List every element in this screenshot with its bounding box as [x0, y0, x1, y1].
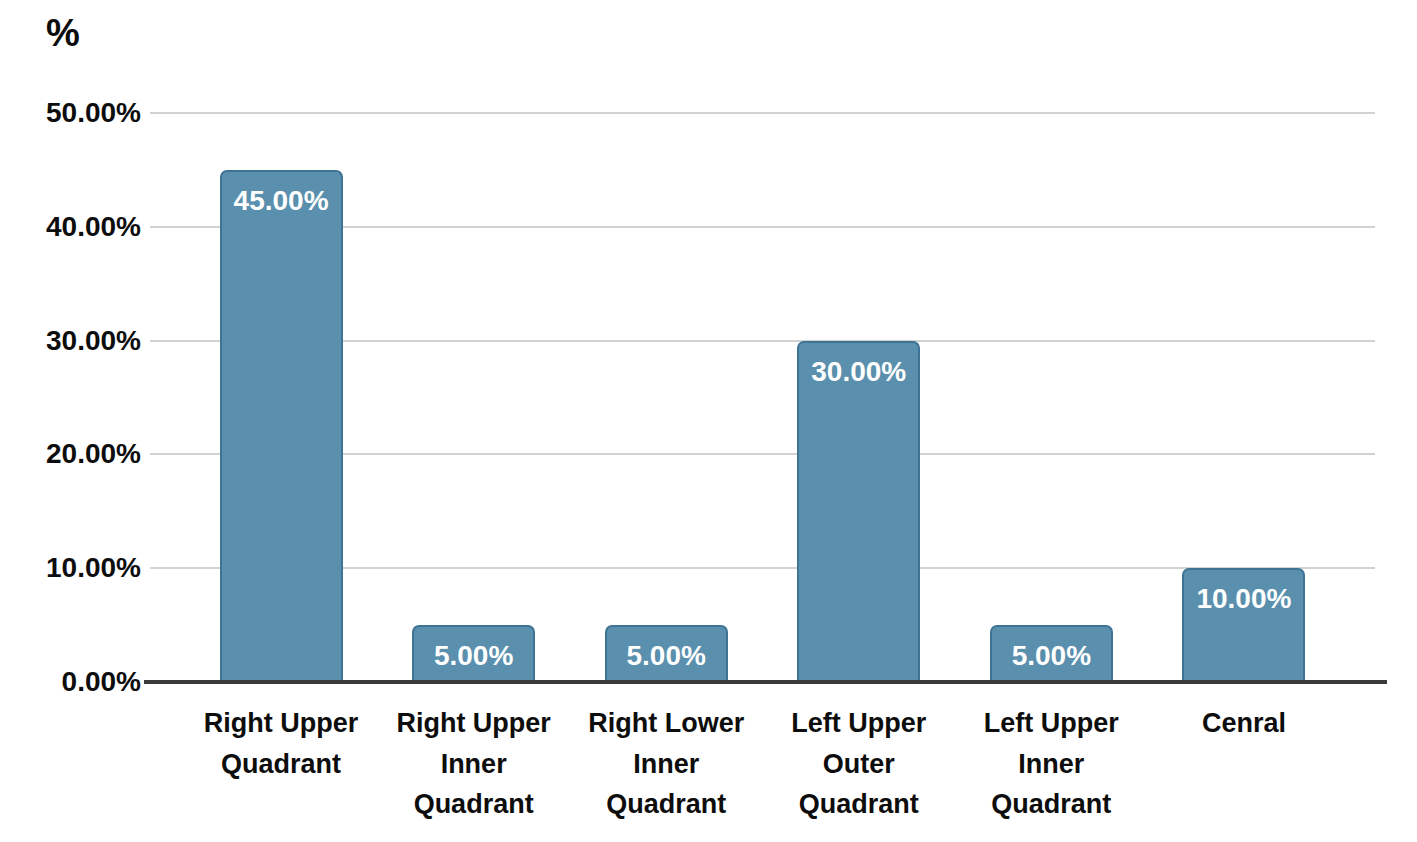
y-axis-tick-label: 20.00%: [0, 437, 141, 470]
bar-data-label: 45.00%: [222, 172, 341, 217]
bar-data-label: 10.00%: [1184, 570, 1303, 615]
category-label: Left UpperOuterQuadrant: [754, 703, 964, 825]
category-label-line: Quadrant: [369, 784, 579, 825]
y-axis-tick-label: 40.00%: [0, 210, 141, 243]
x-axis-line: [144, 680, 1387, 684]
category-label-line: Left Upper: [754, 703, 964, 744]
category-label: Left UpperInnerQuadrant: [946, 703, 1156, 825]
category-label: Right UpperQuadrant: [176, 703, 386, 784]
bar: 5.00%: [412, 625, 535, 682]
y-axis-title: %: [46, 12, 80, 55]
bar: 10.00%: [1182, 568, 1305, 682]
plot-area: 45.00% 5.00% 5.00% 30.00% 5.00% 10.00%: [150, 113, 1375, 682]
bars-layer: 45.00% 5.00% 5.00% 30.00% 5.00% 10.00%: [150, 113, 1375, 682]
bar-data-label: 5.00%: [414, 627, 533, 672]
category-label-line: Left Upper: [946, 703, 1156, 744]
category-label-line: Right Lower: [561, 703, 771, 744]
category-label-line: Inner: [561, 744, 771, 785]
y-axis-tick-label: 50.00%: [0, 96, 141, 129]
y-axis-tick-label: 10.00%: [0, 551, 141, 584]
bar-chart: % 0.00% 10.00% 20.00% 30.00% 40.00% 50.00% 45…: [0, 0, 1417, 842]
category-label: Right UpperInnerQuadrant: [369, 703, 579, 825]
bar: 5.00%: [605, 625, 728, 682]
bar-data-label: 5.00%: [992, 627, 1111, 672]
y-axis-tick-label: 30.00%: [0, 324, 141, 357]
bar-data-label: 30.00%: [799, 343, 918, 388]
category-label-line: Inner: [946, 744, 1156, 785]
category-label-line: Inner: [369, 744, 579, 785]
category-label: Right LowerInnerQuadrant: [561, 703, 771, 825]
category-label-line: Cenral: [1139, 703, 1349, 744]
category-label-line: Quadrant: [754, 784, 964, 825]
bar: 30.00%: [797, 341, 920, 682]
category-label-line: Quadrant: [946, 784, 1156, 825]
category-label-line: Right Upper: [369, 703, 579, 744]
category-label-line: Quadrant: [561, 784, 771, 825]
category-label-line: Outer: [754, 744, 964, 785]
bar-data-label: 5.00%: [607, 627, 726, 672]
category-label: Cenral: [1139, 703, 1349, 744]
bar: 45.00%: [220, 170, 343, 682]
category-label-line: Right Upper: [176, 703, 386, 744]
bar: 5.00%: [990, 625, 1113, 682]
y-axis-tick-label: 0.00%: [0, 665, 141, 698]
category-label-line: Quadrant: [176, 744, 386, 785]
